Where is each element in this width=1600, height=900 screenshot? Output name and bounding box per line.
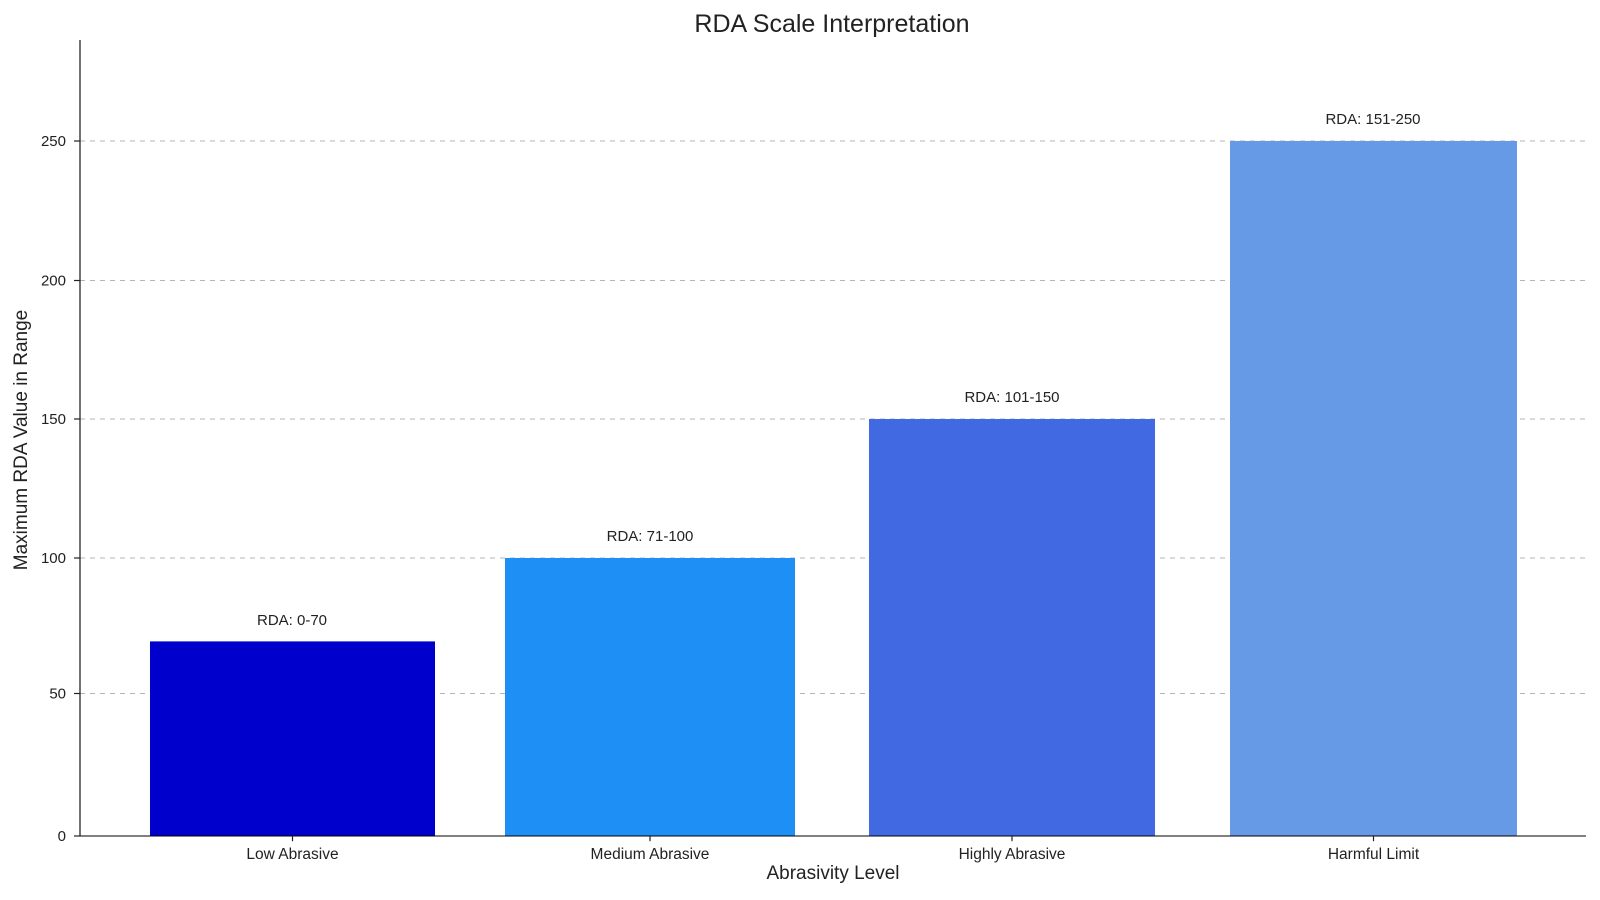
- svg-text:Abrasivity Level: Abrasivity Level: [766, 863, 899, 884]
- svg-text:RDA Scale Interpretation: RDA Scale Interpretation: [694, 10, 969, 38]
- svg-text:Highly Abrasive: Highly Abrasive: [959, 846, 1066, 863]
- svg-text:200: 200: [41, 273, 66, 290]
- svg-text:Medium Abrasive: Medium Abrasive: [591, 846, 710, 863]
- svg-text:RDA: 71-100: RDA: 71-100: [607, 528, 694, 545]
- svg-text:RDA: 151-250: RDA: 151-250: [1325, 111, 1420, 128]
- svg-text:250: 250: [41, 133, 66, 150]
- svg-text:50: 50: [49, 686, 66, 703]
- svg-text:Maximum RDA Value in Range: Maximum RDA Value in Range: [11, 310, 32, 570]
- svg-text:RDA: 0-70: RDA: 0-70: [257, 612, 327, 629]
- svg-text:0: 0: [58, 828, 66, 845]
- svg-text:RDA: 101-150: RDA: 101-150: [964, 389, 1059, 406]
- svg-text:100: 100: [41, 550, 66, 567]
- svg-text:Low Abrasive: Low Abrasive: [246, 846, 338, 863]
- svg-text:Harmful Limit: Harmful Limit: [1328, 846, 1420, 863]
- svg-text:150: 150: [41, 411, 66, 428]
